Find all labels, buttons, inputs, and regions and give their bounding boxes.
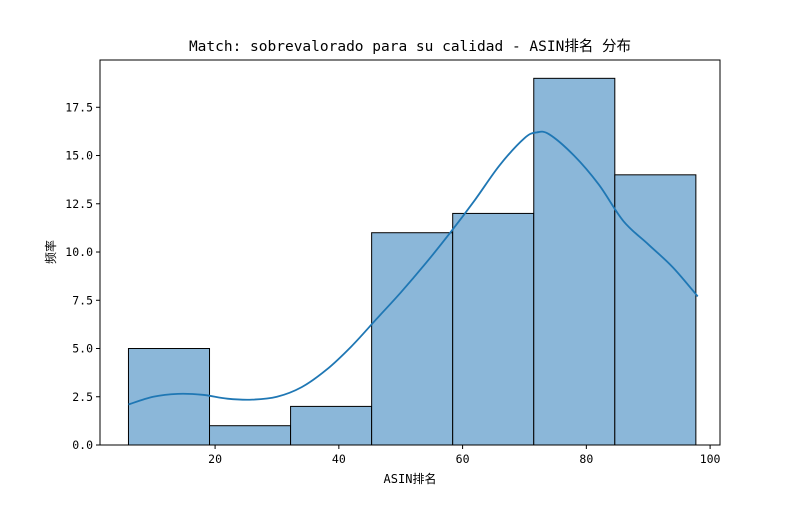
histogram-bar xyxy=(452,212,535,446)
y-tick-label: 10.0 xyxy=(65,245,93,259)
histogram-bar xyxy=(290,405,373,446)
x-tick-label: 80 xyxy=(579,452,593,466)
x-tick-label: 100 xyxy=(700,452,721,466)
y-axis-ticks: 0.0 2.5 5.0 7.5 10.0 12.5 15.0 17.5 xyxy=(65,100,100,452)
x-axis-label: ASIN排名 xyxy=(384,471,437,486)
histogram-bar xyxy=(371,232,454,446)
histogram-bar xyxy=(533,77,616,446)
bars-group xyxy=(127,77,697,446)
y-tick-label: 17.5 xyxy=(65,100,93,114)
x-tick-label: 60 xyxy=(456,452,470,466)
kde-line xyxy=(128,130,699,406)
histogram-bar xyxy=(209,425,292,446)
y-tick-label: 0.0 xyxy=(72,438,93,452)
y-tick-label: 7.5 xyxy=(72,293,93,307)
x-axis-ticks: 20 40 60 80 100 xyxy=(208,445,721,466)
histogram-bar xyxy=(614,174,697,446)
y-axis-label: 频率 xyxy=(43,240,58,264)
y-tick-label: 2.5 xyxy=(72,390,93,404)
chart-title: Match: sobrevalorado para su calidad - A… xyxy=(189,38,631,55)
y-tick-label: 15.0 xyxy=(65,149,93,163)
x-tick-label: 40 xyxy=(332,452,346,466)
y-tick-label: 12.5 xyxy=(65,197,93,211)
x-tick-label: 20 xyxy=(208,452,222,466)
histogram-bar xyxy=(127,348,211,446)
y-tick-label: 5.0 xyxy=(72,342,93,356)
